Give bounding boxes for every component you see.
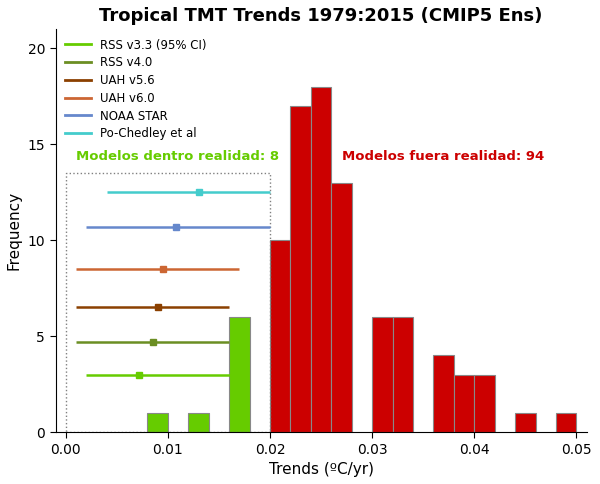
Y-axis label: Frequency: Frequency [7,191,22,270]
Bar [372,317,392,432]
Bar [454,375,475,432]
Bar [290,106,311,432]
Bar [148,413,168,432]
Title: Tropical TMT Trends 1979:2015 (CMIP5 Ens): Tropical TMT Trends 1979:2015 (CMIP5 Ens… [100,7,543,25]
Bar [270,240,290,432]
Bar [188,413,209,432]
Bar [331,183,352,432]
Bar [229,317,250,432]
Text: Modelos dentro realidad: 8: Modelos dentro realidad: 8 [76,150,279,163]
Bar [515,413,536,432]
Legend: RSS v3.3 (95% CI), RSS v4.0, UAH v5.6, UAH v6.0, NOAA STAR, Po-Chedley et al: RSS v3.3 (95% CI), RSS v4.0, UAH v5.6, U… [61,35,211,144]
Bar [433,355,454,432]
X-axis label: Trends (ºC/yr): Trends (ºC/yr) [269,462,374,477]
Bar [475,375,495,432]
Text: Modelos fuera realidad: 94: Modelos fuera realidad: 94 [341,150,544,163]
Bar [392,317,413,432]
Bar [311,87,331,432]
Bar [556,413,577,432]
